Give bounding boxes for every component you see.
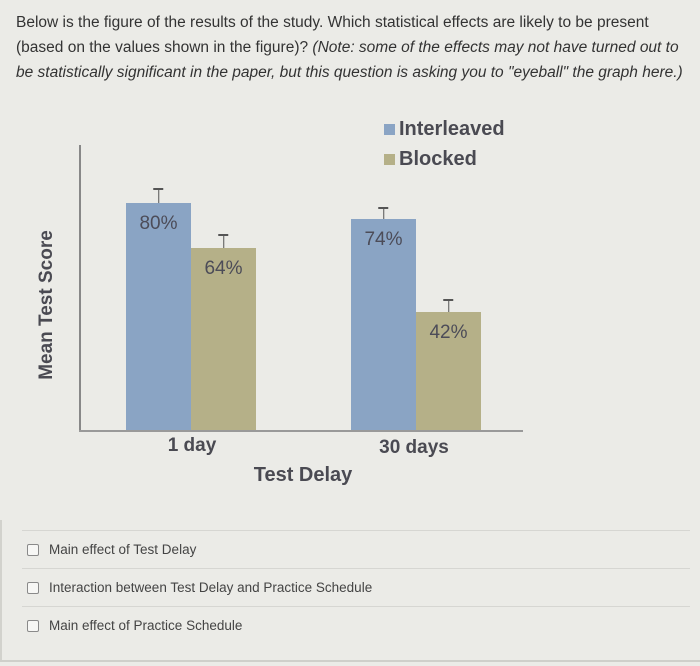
y-axis-label: Mean Test Score — [36, 230, 57, 380]
checkbox[interactable] — [27, 543, 39, 556]
bar-chart: Mean Test Score Interleaved Blocked 80% … — [0, 100, 560, 500]
legend-swatch-interleaved — [384, 123, 395, 135]
error-bar — [157, 188, 160, 203]
panel-border — [0, 520, 2, 662]
x-tick-30days: 30 days — [379, 437, 449, 458]
checkbox[interactable] — [27, 581, 39, 594]
legend-item-interleaved: Interleaved — [384, 114, 505, 144]
question-prompt: Below is the figure of the results of th… — [16, 14, 649, 56]
legend-swatch-blocked — [384, 153, 395, 165]
divider — [22, 530, 690, 531]
error-bar — [447, 299, 450, 312]
answer-options: Main effect of Test Delay Interaction be… — [22, 530, 690, 644]
error-bar — [382, 207, 385, 219]
bar-blocked-30days: 42% — [416, 299, 481, 430]
legend-item-blocked: Blocked — [384, 144, 505, 174]
y-axis — [79, 145, 81, 431]
x-axis — [79, 430, 523, 432]
legend: Interleaved Blocked — [384, 114, 505, 174]
error-bar — [222, 234, 225, 248]
x-tick-1day: 1 day — [167, 435, 217, 456]
option-main-effect-test-delay[interactable]: Main effect of Test Delay — [22, 531, 690, 568]
option-interaction[interactable]: Interaction between Test Delay and Pract… — [22, 569, 690, 606]
bar-interleaved-30days: 74% — [351, 207, 416, 430]
option-main-effect-practice-schedule[interactable]: Main effect of Practice Schedule — [22, 607, 690, 644]
divider — [22, 606, 690, 607]
divider — [22, 568, 690, 569]
x-axis-label: Test Delay — [253, 464, 353, 486]
bar-blocked-1day: 64% — [191, 234, 256, 430]
bar-interleaved-1day: 80% — [126, 188, 191, 430]
question-text: Below is the figure of the results of th… — [16, 10, 692, 85]
question-note: (Note: some of the effects may not have … — [16, 39, 683, 81]
checkbox[interactable] — [27, 619, 39, 632]
panel-border — [0, 660, 700, 662]
